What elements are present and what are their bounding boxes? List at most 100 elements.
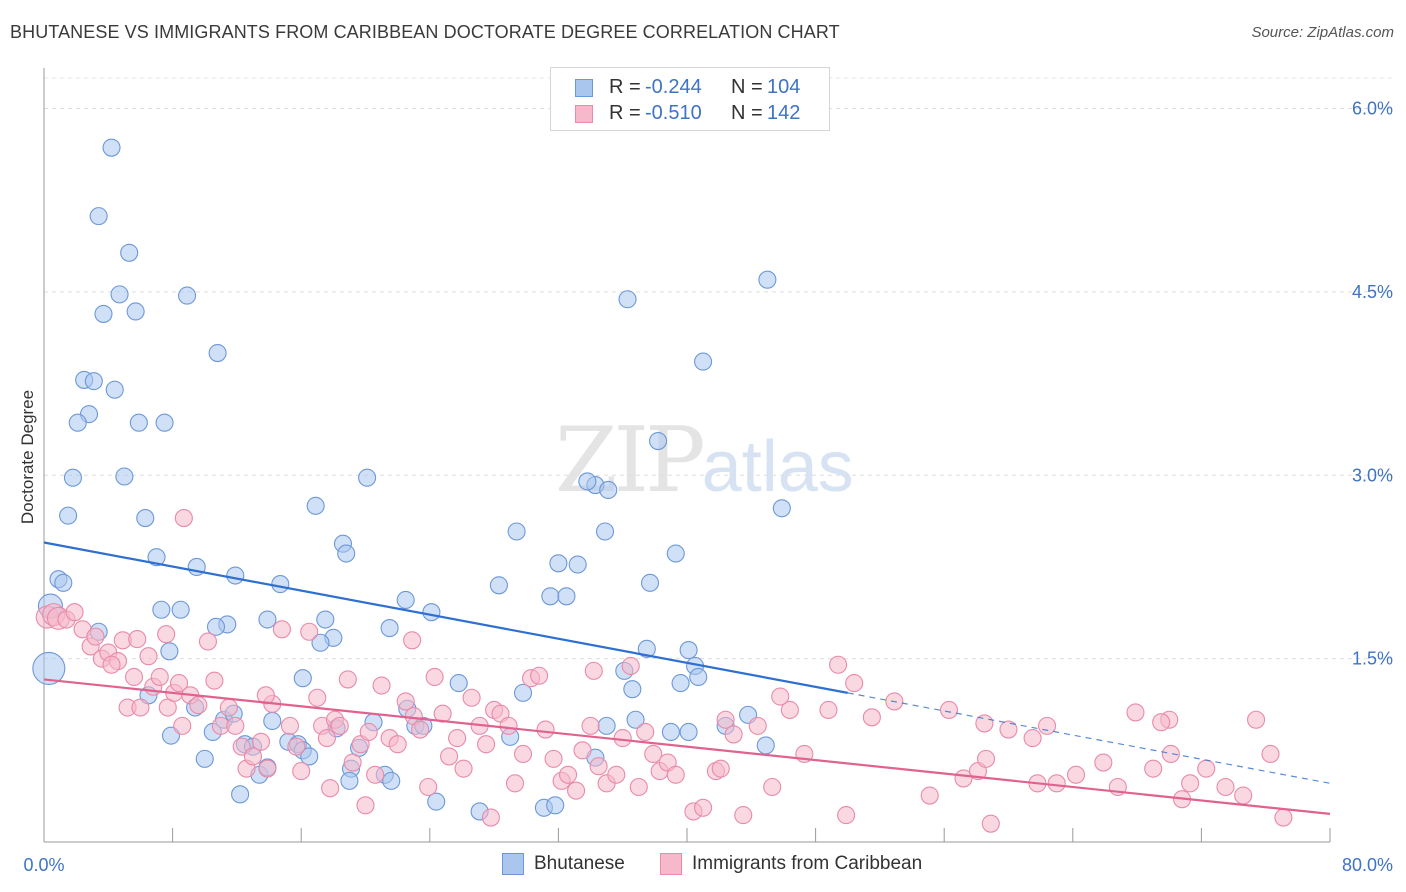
bhutanese-point (120, 243, 139, 262)
bhutanese-point (160, 642, 179, 661)
caribbean-point (716, 710, 735, 729)
bhutanese-point (595, 522, 615, 541)
bhutanese-point (208, 343, 227, 363)
legend-swatch-bhutanese (575, 79, 593, 97)
caribbean-point (128, 630, 147, 649)
bhutanese-point (89, 207, 108, 226)
caribbean-point (477, 735, 496, 754)
bhutanese-point (758, 270, 777, 289)
bhutanese-point (637, 639, 656, 658)
caribbean-point (748, 716, 767, 735)
bhutanese-point (396, 590, 415, 610)
caribbean-point (530, 666, 549, 685)
bhutanese-point (689, 667, 708, 687)
y-tick-label: 3.0% (1352, 465, 1393, 485)
caribbean-point (169, 674, 189, 693)
bhutanese-point (449, 674, 468, 693)
bhutanese-point (54, 573, 73, 592)
bhutanese-point (549, 554, 568, 573)
bhutanese-point (271, 575, 290, 594)
bhutanese-point (263, 711, 282, 731)
caribbean-point (317, 729, 336, 748)
caribbean-point (356, 796, 375, 815)
caribbean-point (573, 741, 592, 760)
caribbean-point (513, 744, 533, 764)
bhutanese-point (311, 633, 330, 652)
caribbean-point (321, 779, 340, 798)
caribbean-point (372, 676, 391, 695)
caribbean-point (1216, 777, 1235, 797)
bhutanese-point (772, 499, 791, 518)
caribbean-point (829, 655, 848, 674)
caribbean-point (976, 749, 996, 768)
bhutanese-point (661, 722, 680, 742)
caribbean-point (771, 687, 790, 706)
caribbean-point (981, 814, 1000, 833)
caribbean-trendline (43, 678, 1331, 815)
caribbean-point (544, 749, 563, 768)
bhutanese-point (231, 785, 250, 804)
caribbean-point (1197, 759, 1216, 778)
watermark-zip: ZIP (555, 408, 706, 513)
bhutanese-point (489, 576, 508, 595)
bhutanese-point (557, 587, 576, 606)
watermark: ZIPatlas (555, 408, 854, 513)
bhutanese-point (618, 290, 637, 309)
caribbean-point (419, 777, 438, 797)
bhutanese-trendline (43, 541, 848, 694)
caribbean-point (174, 509, 193, 528)
bhutanese-point (597, 716, 616, 735)
chart-title: BHUTANESE VS IMMIGRANTS FROM CARIBBEAN D… (10, 22, 840, 42)
caribbean-point (558, 765, 578, 784)
caribbean-point (425, 667, 444, 687)
caribbean-point (131, 698, 150, 717)
bhutanese-point (178, 286, 197, 305)
bhutanese-point (541, 587, 560, 606)
caribbean-point (243, 747, 263, 766)
caribbean-point (124, 667, 144, 687)
bhutanese-point (155, 413, 174, 432)
legend-n-value-caribbean: 142 (767, 102, 801, 124)
caribbean-point (536, 720, 555, 739)
bhutanese-point (382, 771, 401, 790)
caribbean-point (359, 722, 378, 742)
caribbean-point (65, 603, 84, 622)
bhutanese-point (152, 600, 171, 619)
caribbean-point (330, 716, 349, 735)
x-tick-label: 80.0% (1342, 855, 1393, 875)
caribbean-point (1161, 744, 1180, 764)
caribbean-point (481, 808, 500, 827)
caribbean-point (251, 732, 271, 751)
bhutanese-point (666, 544, 685, 563)
caribbean-point (1144, 759, 1163, 778)
bhutanese-point (679, 641, 698, 660)
bhutanese-point (129, 413, 148, 432)
caribbean-point (1274, 808, 1293, 827)
bhutanese-point (507, 522, 526, 541)
bhutanese-point (115, 467, 134, 486)
bhutanese-point (599, 480, 618, 499)
x-tick-label: 0.0% (23, 855, 64, 875)
caribbean-point (584, 661, 603, 680)
legend-n-label: N = (731, 102, 763, 124)
legend-r-value-caribbean: -0.510 (645, 102, 702, 124)
bhutanese-point (427, 792, 446, 811)
caribbean-point (644, 744, 663, 764)
caribbean-point (589, 757, 608, 776)
legend-n-value-bhutanese: 104 (767, 76, 801, 98)
bhutanese-point (340, 771, 359, 790)
caribbean-point (198, 632, 218, 651)
caribbean-point (837, 806, 856, 825)
caribbean-point (256, 686, 275, 705)
bhutanese-point (195, 749, 214, 768)
caribbean-point (920, 786, 939, 805)
legend-r-value-bhutanese: -0.244 (645, 76, 702, 98)
legend-swatch-caribbean (575, 105, 593, 123)
caribbean-point (86, 627, 105, 646)
bhutanese-point (258, 610, 277, 629)
caribbean-point (581, 716, 600, 735)
caribbean-point (1261, 744, 1280, 764)
chart-source: Source: ZipAtlas.com (1251, 24, 1394, 41)
caribbean-point (440, 747, 459, 766)
